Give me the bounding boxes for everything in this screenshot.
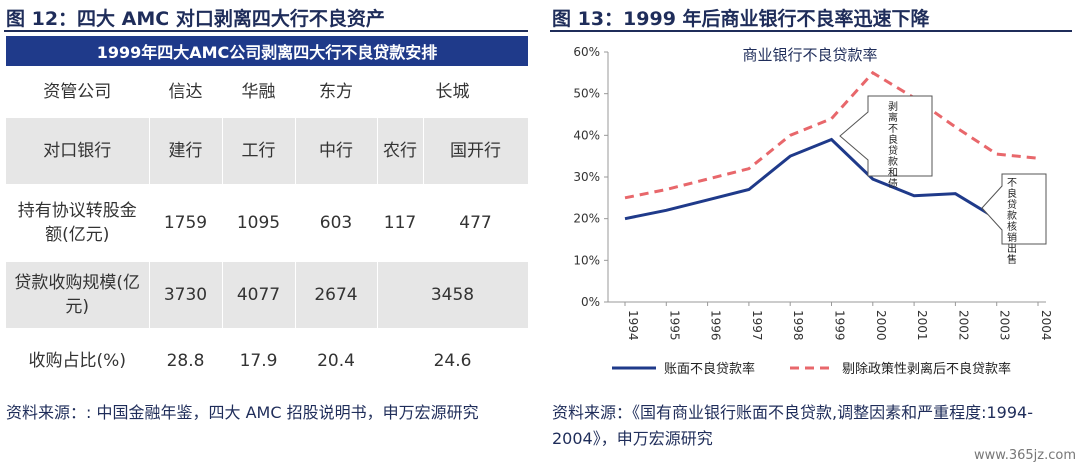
table-row: 资管公司 信达 华融 东方 长城: [6, 66, 529, 118]
table-cell: 东方: [295, 66, 378, 118]
annotation-char: 贷: [888, 144, 898, 157]
x-tick-label: 2001: [915, 310, 929, 341]
annotation-char: 款: [1007, 209, 1017, 222]
annotation-char: 良: [888, 133, 898, 146]
table-cell: 2674: [295, 262, 378, 328]
x-tick-label: 1994: [626, 310, 640, 341]
left-title-rule: [4, 30, 528, 32]
table-row: 收购占比(%) 28.8 17.9 20.4 24.6: [6, 328, 529, 394]
x-tick-label: 1999: [833, 310, 847, 341]
table-cell: 中行: [295, 118, 378, 184]
y-tick-label: 50%: [573, 87, 600, 101]
legend: 账面不良贷款率 剔除政策性剥离后不良贷款率: [612, 361, 1011, 377]
watermark: www.365jz.com: [974, 448, 1076, 463]
row-label: 收购占比(%): [6, 328, 150, 394]
table-cell: 117: [377, 184, 424, 262]
row-label: 贷款收购规模(亿元): [6, 262, 150, 328]
x-tick-label: 1998: [791, 310, 805, 341]
annotation-char: 出: [1007, 242, 1017, 255]
series-line-adjusted-npl: [624, 70, 1039, 200]
table-row: 贷款收购规模(亿元) 3730 4077 2674 3458: [6, 262, 529, 328]
annotation-char: 售: [1007, 253, 1017, 266]
npl-line-chart: 商业银行不良贷款率 0%10%20%30%40%50%60% 1994 1995 1…: [573, 45, 1053, 377]
x-tick-label: 2003: [998, 310, 1012, 341]
table-row: 对口银行 建行 工行 中行 农行 国开行: [6, 118, 529, 184]
annotation-arrow-writeoff: [981, 173, 1047, 245]
annotation-char: 债: [888, 177, 898, 190]
table-cell: 华融: [222, 66, 296, 118]
x-tick-label: 2002: [956, 310, 970, 341]
annotation-char: 不: [888, 124, 898, 135]
annotation-char: 良: [1007, 187, 1017, 200]
table-cell: 4077: [222, 262, 296, 328]
right-title-rule: [550, 30, 1072, 32]
table-cell: 28.8: [149, 328, 223, 394]
series-lines: [624, 70, 1039, 239]
table-cell: 3458: [377, 262, 529, 328]
annotation-char: 核: [1007, 220, 1017, 233]
table-cell: 农行: [377, 118, 424, 184]
left-source-note: 资料来源：: 中国金融年鉴，四大 AMC 招股说明书，申万宏源研究: [6, 403, 479, 422]
table-cell: 1759: [149, 184, 223, 262]
y-tick-label: 60%: [573, 45, 600, 59]
y-axis: 0% 10% 20% 30% 40% 50% 60%: [573, 45, 609, 309]
left-figure-title: 图 12：四大 AMC 对口剥离四大行不良资产: [6, 8, 385, 30]
annotation-arrow-divestment: [839, 95, 933, 177]
table-cell: 20.4: [295, 328, 378, 394]
allocation-table: 资管公司 信达 华融 东方 长城 对口银行 建行 工行 中行 农行 国开行 持有…: [6, 66, 529, 394]
annotation-char: 离: [888, 111, 898, 124]
table-title: 1999年四大AMC公司剥离四大行不良贷款安排: [6, 36, 528, 66]
x-tick-label: 2000: [874, 310, 888, 341]
table-cell: 24.6: [377, 328, 529, 394]
right-figure-title: 图 13：1999 年后商业银行不良率迅速下降: [552, 8, 930, 30]
chart-title: 商业银行不良贷款率: [742, 46, 877, 64]
right-source-note: 资料来源：《国有商业银行账面不良贷款,调整因素和严重程度:1994-2004》，…: [552, 403, 1033, 448]
table-cell: 17.9: [222, 328, 296, 394]
legend-label: 剔除政策性剥离后不良贷款率: [842, 361, 1011, 377]
x-tick-label: 1997: [750, 310, 764, 341]
x-tick-label: 1996: [709, 310, 723, 341]
table-cell: 长城: [377, 66, 529, 118]
series-line-book-npl: [624, 137, 1039, 239]
table-cell: 477: [423, 184, 529, 262]
annotation-char: 和: [888, 167, 898, 179]
table-cell: 工行: [222, 118, 296, 184]
x-axis: 1994 1995 1996 1997 1998 1999 2000 2001 2002 2003…: [608, 301, 1053, 341]
row-label: 资管公司: [6, 66, 150, 118]
table-row: 持有协议转股金额(亿元) 1759 1095 603 117 477: [6, 184, 529, 262]
x-tick-label: 1995: [667, 310, 681, 341]
annotation-char: 贷: [1007, 198, 1017, 211]
row-label: 持有协议转股金额(亿元): [6, 184, 150, 262]
table-cell: 1095: [222, 184, 296, 262]
table-cell: 信达: [149, 66, 223, 118]
annotation-char: 销: [1007, 231, 1017, 244]
amc-table: 1999年四大AMC公司剥离四大行不良贷款安排 资管公司 信达 华融 东方 长城…: [6, 36, 529, 394]
y-tick-label: 10%: [573, 253, 600, 267]
table-cell: 建行: [149, 118, 223, 184]
y-tick-label: 40%: [573, 128, 600, 142]
y-tick-label: 30%: [573, 170, 600, 184]
y-tick-label: 0%: [581, 295, 600, 309]
annotation-char: 剥: [888, 101, 898, 113]
table-cell: 603: [295, 184, 378, 262]
table-cell: 国开行: [423, 118, 529, 184]
x-tick-label: 2004: [1039, 310, 1053, 341]
annotation-char: 款: [888, 155, 898, 168]
y-tick-label: 20%: [573, 212, 600, 226]
table-cell: 3730: [149, 262, 223, 328]
row-label: 对口银行: [6, 118, 150, 184]
legend-label: 账面不良贷款率: [664, 361, 755, 377]
annotation-char: 不: [1007, 178, 1017, 189]
